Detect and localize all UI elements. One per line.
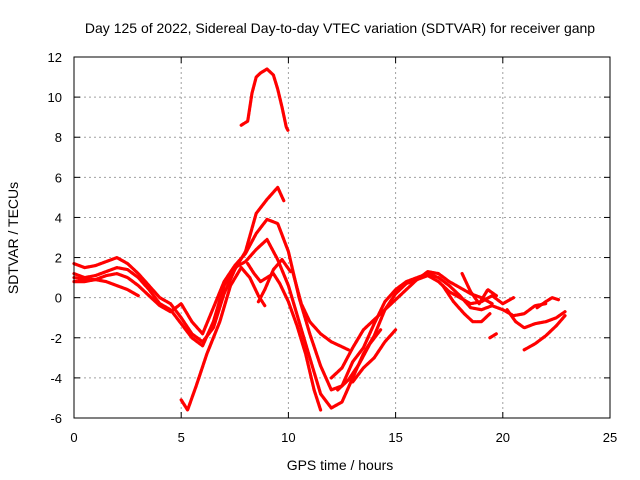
series-track-5 [179, 266, 267, 412]
series-track-4 [72, 276, 140, 298]
series-track-13 [460, 272, 498, 306]
x-axis-label: GPS time / hours [287, 457, 394, 473]
x-tick-label: 10 [281, 430, 295, 445]
series-track-11 [351, 328, 398, 384]
series-track-2 [72, 217, 548, 392]
x-tick-label: 20 [496, 430, 510, 445]
series-track-18 [239, 67, 290, 133]
x-tick-label: 15 [388, 430, 402, 445]
series-track-16 [522, 314, 567, 352]
y-tick-label: 4 [55, 210, 62, 225]
series-track-8 [291, 270, 350, 352]
y-tick-label: -4 [50, 371, 62, 386]
series-track-6 [246, 262, 323, 412]
series-track-15 [505, 308, 567, 330]
y-tick-label: 8 [55, 130, 62, 145]
y-tick-label: -2 [50, 331, 62, 346]
plot-frame [73, 56, 611, 419]
y-tick-label: 2 [55, 251, 62, 266]
x-tick-label: 0 [70, 430, 77, 445]
x-tick-label: 5 [178, 430, 185, 445]
chart-title: Day 125 of 2022, Sidereal Day-to-day VTE… [85, 20, 595, 36]
y-tick-label: 10 [48, 90, 62, 105]
y-tick-label: 12 [48, 50, 62, 65]
y-tick-label: -6 [50, 411, 62, 426]
series-track-1 [72, 237, 516, 410]
series-track-17 [535, 296, 561, 310]
series-track-10 [336, 328, 383, 392]
series-track-12 [441, 284, 492, 324]
y-tick-label: 0 [55, 291, 62, 306]
grid [74, 57, 610, 418]
series-track-14 [488, 332, 498, 340]
x-tick-label: 25 [603, 430, 617, 445]
series-track-3 [72, 185, 286, 344]
y-axis-label: SDTVAR / TECUs [5, 182, 21, 294]
axis-ticks: 0 5 10 15 20 25 -6 -4 -2 0 2 4 6 8 10 12 [48, 50, 618, 445]
series-track-9 [329, 270, 494, 380]
series-track-7 [256, 258, 293, 304]
series-layer [72, 67, 567, 412]
y-tick-label: 6 [55, 170, 62, 185]
